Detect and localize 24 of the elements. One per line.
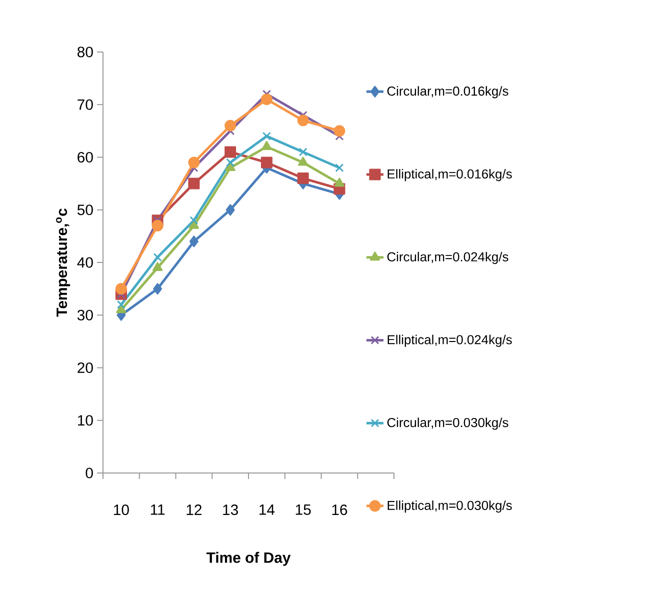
x-tick-label: 14 — [260, 504, 275, 515]
legend-label: Circular,m=0.016kg/s — [387, 86, 508, 98]
x-tick-label: 13 — [223, 504, 238, 516]
y-tick-label: 40 — [77, 257, 93, 268]
y-tick-label: 0 — [86, 468, 93, 478]
y-axis-title: Temperature,$^{o}$c — [56, 208, 70, 317]
y-tick-label: 10 — [78, 415, 93, 426]
x-tick-label: 10 — [114, 504, 129, 516]
x-tick-label: 12 — [186, 504, 202, 515]
y-tick-label: 20 — [78, 362, 93, 374]
x-tick-label: 11 — [150, 504, 165, 515]
legend-label: Circular,m=0.024kg/s — [387, 252, 508, 264]
x-tick-label: 15 — [296, 504, 311, 515]
x-axis-title: Time of Day — [206, 552, 291, 566]
legend-label: Elliptical,m=0.024kg/s — [388, 334, 512, 347]
y-tick-label: 60 — [78, 152, 93, 163]
legend-label: Elliptical,m=0.030kg/s — [388, 500, 512, 513]
legend-label: Circular,m=0.030kg/s — [387, 418, 508, 430]
y-tick-label: 50 — [77, 204, 93, 216]
y-tick-label: 70 — [78, 99, 93, 110]
x-tick-label: 16 — [332, 504, 348, 516]
y-tick-label: 30 — [77, 310, 93, 320]
y-tick-label: 80 — [78, 46, 93, 58]
legend-label: Elliptical,m=0.016kg/s — [388, 169, 512, 182]
